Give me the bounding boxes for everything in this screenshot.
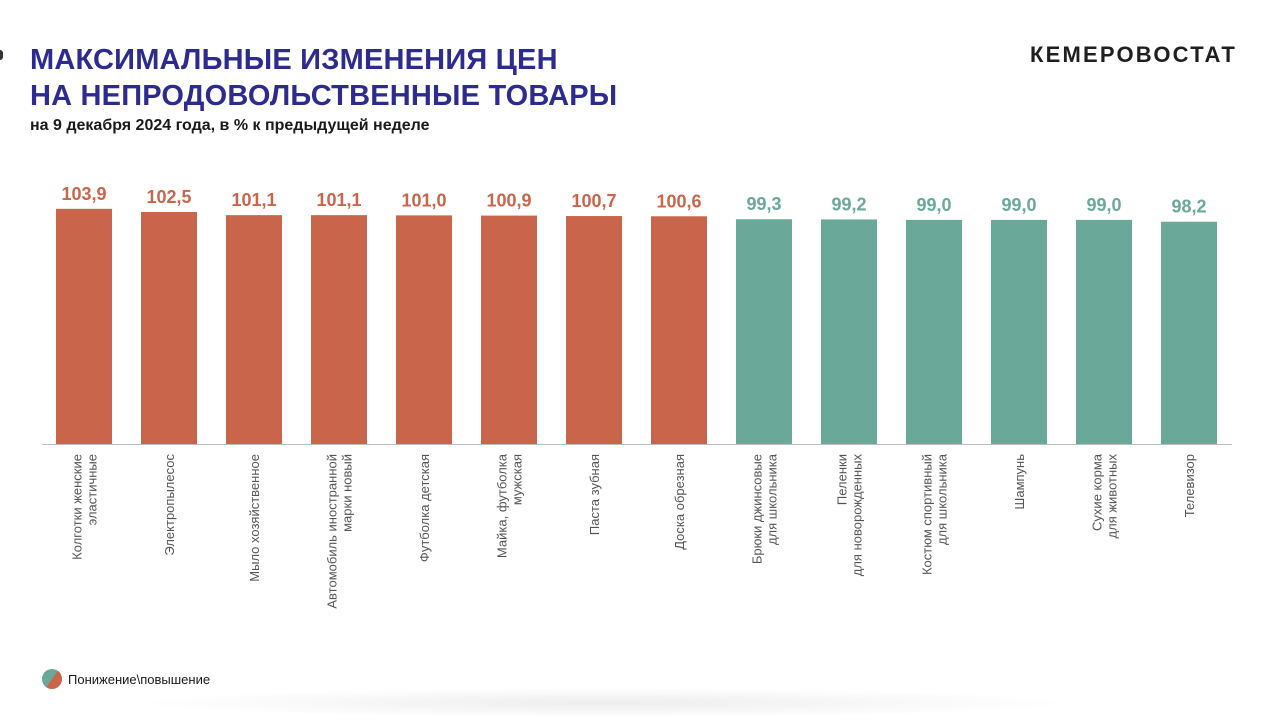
category-label: Колготки женские эластичные (70, 454, 100, 560)
bar (906, 219, 962, 444)
data-label: 99,0 (916, 195, 951, 215)
category-label-line: для новорожденных (850, 454, 865, 577)
data-label: 99,2 (831, 194, 866, 214)
category-label-line: для школьника (765, 453, 780, 545)
category-label-line: Майка, футболка (495, 453, 510, 558)
slide-subtitle: на 9 декабря 2024 года, в % к предыдущей… (30, 117, 430, 134)
category-label-line: Паста зубная (587, 454, 602, 535)
legend-label: Понижение\повышение (68, 671, 211, 687)
category-label: Пеленки для новорожденных (835, 454, 865, 577)
bar (481, 215, 537, 444)
category-label: Электропылесос (162, 454, 177, 556)
data-label: 99,3 (746, 194, 781, 214)
bar (141, 211, 197, 444)
bar (736, 219, 792, 444)
category-label-line: Электропылесос (162, 454, 177, 556)
title-line-1: МАКСИМАЛЬНЫЕ ИЗМЕНЕНИЯ ЦЕН (30, 44, 558, 76)
legend-split-circle-icon (42, 669, 62, 689)
category-label: Брюки джинсовые для школьника (750, 453, 780, 564)
bar (56, 208, 112, 444)
bar (396, 215, 452, 444)
category-label-line: для животных (1105, 454, 1120, 539)
category-label: Шампунь (1012, 454, 1027, 510)
data-label: 100,7 (571, 191, 616, 211)
title-line-2: НА НЕПРОДОВОЛЬСТВЕННЫЕ ТОВАРЫ (30, 80, 618, 112)
category-label-line: Шампунь (1012, 454, 1027, 510)
brand-logo-text: КЕМЕРОВОСТАТ (1030, 42, 1238, 67)
bar (566, 216, 622, 444)
bar (1161, 221, 1217, 444)
category-label: Мыло хозяйственное (247, 454, 262, 582)
category-label: Костюм спортивный для школьника (920, 453, 950, 575)
bar (226, 215, 282, 444)
slide-title: МАКСИМАЛЬНЫЕ ИЗМЕНЕНИЯ ЦЕН НА НЕПРОДОВОЛ… (30, 42, 617, 114)
category-label-line: Брюки джинсовые (750, 454, 765, 564)
category-label-line: Футболка детская (417, 454, 432, 562)
bar (821, 219, 877, 444)
data-label: 103,9 (61, 184, 106, 204)
category-label-line: Пеленки (835, 454, 850, 505)
category-label: Доска обрезная (672, 454, 687, 550)
data-label: 102,5 (146, 187, 191, 207)
bar (651, 216, 707, 444)
bar (311, 215, 367, 444)
category-label-line: Доска обрезная (672, 454, 687, 550)
category-label-line: для школьника (935, 453, 950, 545)
category-label: Майка, футболка мужская (495, 453, 525, 558)
category-label-line: Автомобиль иностранной (325, 454, 340, 609)
footer-shadow (130, 688, 1080, 718)
category-label: Сухие корма для животных (1090, 453, 1120, 538)
bar (1076, 219, 1132, 444)
category-label: Паста зубная (587, 454, 602, 535)
data-label: 100,9 (486, 191, 531, 211)
data-label: 100,6 (656, 191, 701, 211)
data-label: 99,0 (1001, 195, 1036, 215)
data-label: 98,2 (1171, 197, 1206, 217)
category-label-line: марки новый (340, 454, 355, 532)
data-label: 101,1 (316, 190, 361, 210)
category-label-line: Мыло хозяйственное (247, 454, 262, 582)
data-label: 101,1 (231, 190, 276, 210)
category-label: Футболка детская (417, 454, 432, 562)
data-label: 101,0 (401, 190, 446, 210)
category-label: Автомобиль иностранной марки новый (325, 454, 355, 609)
category-label-line: Телевизор (1182, 454, 1197, 517)
category-label-line: Костюм спортивный (920, 454, 935, 575)
edge-marker (0, 50, 3, 60)
bar-chart: 103,9 Колготки женские эластичные 102,5 Элек… (42, 184, 1232, 609)
category-label-line: мужская (510, 454, 525, 505)
bar (991, 219, 1047, 444)
category-label-line: эластичные (85, 454, 100, 525)
category-label-line: Колготки женские (70, 454, 85, 560)
data-label: 99,0 (1086, 195, 1121, 215)
category-label-line: Сухие корма (1090, 453, 1105, 531)
legend: Понижение\повышение (42, 669, 210, 689)
category-label: Телевизор (1182, 454, 1197, 517)
